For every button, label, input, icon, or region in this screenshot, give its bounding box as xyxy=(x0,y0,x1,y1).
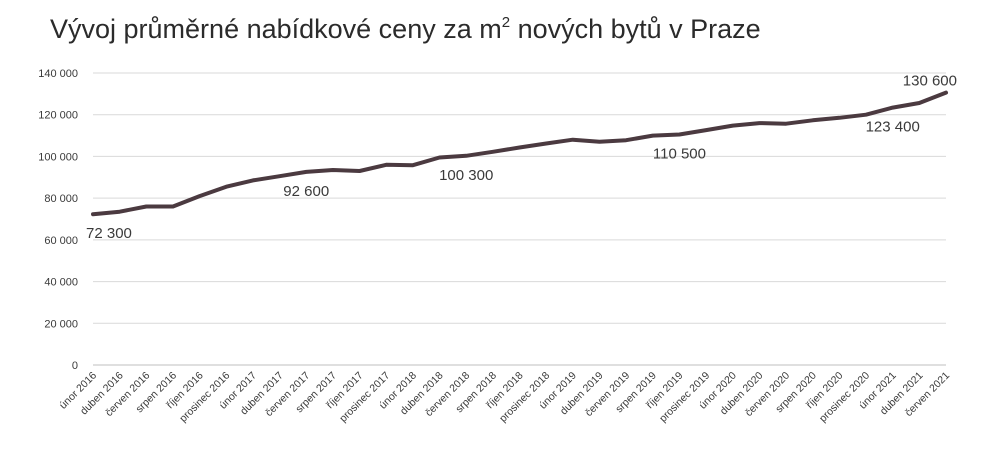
data-label: 110 500 xyxy=(653,146,706,163)
data-labels: 72 300 92 600 100 300 110 500 123 400 130 600 xyxy=(86,73,957,243)
series-line xyxy=(91,90,948,217)
gridlines xyxy=(93,72,946,366)
data-label: 123 400 xyxy=(866,119,920,136)
data-label: 92 600 xyxy=(283,183,329,200)
y-tick-label: 120 000 xyxy=(38,110,78,122)
y-tick-label: 60 000 xyxy=(44,235,78,247)
series xyxy=(91,90,948,217)
chart-title-tail: nových bytů v Praze xyxy=(510,14,761,44)
chart-title: Vývoj průměrné nabídkové ceny za m2 nový… xyxy=(50,14,761,44)
chart-title-superscript: 2 xyxy=(502,14,510,31)
y-tick-label: 20 000 xyxy=(44,318,78,330)
data-label: 100 300 xyxy=(439,167,493,184)
y-tick-label: 0 xyxy=(72,360,78,372)
y-tick-label: 100 000 xyxy=(38,151,78,163)
data-label: 130 600 xyxy=(903,73,957,90)
y-tick-label: 80 000 xyxy=(44,193,78,205)
y-tick-label: 140 000 xyxy=(38,68,78,80)
data-label: 72 300 xyxy=(86,225,132,242)
y-axis-ticks: 0 20 000 40 000 60 000 80 000 100 000 120 000 1… xyxy=(38,68,78,372)
y-tick-label: 40 000 xyxy=(44,277,78,289)
